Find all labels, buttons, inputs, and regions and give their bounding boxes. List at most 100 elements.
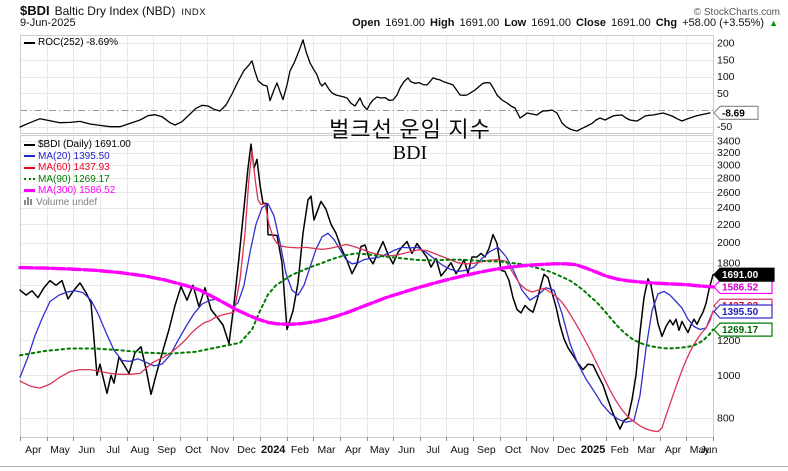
series-line-roc-252- [19,39,711,132]
value-callout-tag [713,279,773,295]
volume-legend-label: Volume undef [36,196,98,208]
y-axis-tick-label: 1200 [717,335,741,347]
exchange-label: INDX [181,7,207,18]
value-callout-tag [713,322,773,337]
x-axis-month-label: Feb [611,444,629,456]
series-line-ma-20- [19,203,714,423]
legend-swatch-icon [24,143,35,146]
y-axis-tick-label: 2600 [717,187,741,199]
legend-swatch-icon [24,166,35,169]
x-axis-month-label: Dec [557,444,576,456]
y-axis-tick-label: 3400 [717,136,741,148]
x-axis-month-label: Aug [131,444,150,456]
pane-border [20,35,714,134]
value-callout-label: 1586.52 [722,282,759,293]
x-axis-month-label: Oct [185,444,201,456]
x-axis-month-label: Mar [317,444,336,456]
x-axis-month-label: Jul [426,444,439,456]
x-axis-month-label: May [50,444,71,456]
legend-label: $BDI (Daily) 1691.00 [38,139,131,151]
x-axis-month-label: May [690,444,711,456]
index-name: Baltic Dry Index (NBD) [54,4,176,18]
annotation-bdi-text: BDI [392,142,428,164]
legend-swatch-icon [24,178,35,181]
legend-label: MA(20) 1395.50 [38,150,110,162]
x-axis-month-label: Apr [25,444,42,456]
y-axis-tick-label: 3000 [717,160,741,172]
symbol-title: $BDI Baltic Dry Index (NBD) INDX [20,2,206,20]
series-line-ma-300- [18,262,715,326]
x-axis-month-label: Apr [345,444,362,456]
legend-label: MA(90) 1269.17 [38,173,110,185]
value-callout-tag [713,304,773,319]
x-axis-month-label: Aug [450,444,469,456]
legend-swatch-icon [24,189,35,193]
x-axis-month-label: Apr [665,444,682,456]
y-axis-tick-label: 50 [717,88,729,100]
x-axis-month-label: Nov [211,444,230,456]
y-axis-tick-label: 2400 [717,202,741,214]
high-value: 1691.00 [459,17,500,29]
legend-item-2: MA(60) 1437.93 [24,162,131,174]
low-label: Low [504,17,527,29]
volume-bars-icon [24,196,33,208]
quote-date: 9-Jun-2025 [20,17,76,29]
value-callout-label: -8.69 [722,108,745,119]
y-axis-tick-label: 2000 [717,237,741,249]
ticker-symbol: $BDI [20,3,50,18]
x-axis-month-label: Sep [477,444,496,456]
value-callout-label: 1269.17 [722,325,759,336]
x-axis-month-label: 2024 [261,444,286,456]
y-axis-tick-label: 1000 [717,370,741,382]
y-axis-tick-label: 200 [717,38,735,50]
close-label: Close [576,17,606,29]
value-callout-tag [713,267,775,282]
ohlc-quote: Open 1691.00 High 1691.00 Low 1691.00 Close… [352,17,778,29]
legend-item-3: MA(90) 1269.17 [24,174,131,186]
open-value: 1691.00 [385,17,426,29]
x-axis-month-label: Feb [291,444,309,456]
legend-swatch-icon [24,155,35,158]
x-axis-month-label: Jul [107,444,120,456]
series-line-ma-60- [19,150,714,433]
y-axis-tick-label: 3200 [717,147,741,159]
x-axis-month-label: Mar [637,444,656,456]
close-value: 1691.00 [610,17,651,29]
value-callout-tag [713,105,759,121]
legend-item-4: MA(300) 1586.52 [24,185,131,197]
bottom-divider [0,466,788,467]
x-axis-month-label: Oct [505,444,521,456]
y-axis-tick-label: 800 [717,413,735,425]
up-arrow-icon: ▲ [769,18,778,28]
x-axis-month-label: Jun [78,444,95,456]
chg-value: +58.00 (+3.55%) [682,17,765,29]
roc-line-swatch [24,41,35,44]
chart-header: $BDI Baltic Dry Index (NBD) INDX © StockCh… [20,2,780,20]
x-axis-month-label: 2025 [581,444,605,456]
x-axis-month-label: May [370,444,391,456]
x-axis-month-label: Jun [701,444,718,456]
volume-legend: Volume undef [24,197,131,209]
x-axis-month-label: Jun [398,444,415,456]
legend-label: MA(300) 1586.52 [38,185,116,197]
price-legend: $BDI (Daily) 1691.00 MA(20) 1395.50 MA(60)… [24,139,131,208]
copyright-watermark: © StockCharts.com [693,7,780,18]
chg-label: Chg [655,17,678,29]
high-label: High [430,17,455,29]
quote-row: 9-Jun-2025 Open 1691.00 High 1691.00 Low 16… [20,17,778,29]
roc-legend-label: ROC(252) -8.69% [38,37,119,49]
annotation-korean-text: 벌크선 운임 지수 [329,117,491,142]
y-axis-tick-label: -50 [717,121,732,133]
roc-legend: ROC(252) -8.69% [24,37,118,49]
y-axis-tick-label: 100 [717,71,735,83]
legend-item-0: $BDI (Daily) 1691.00 [24,139,131,151]
x-axis-month-label: Nov [530,444,549,456]
y-axis-tick-label: 2200 [717,219,741,231]
value-callout-label: 1691.00 [722,270,759,281]
value-callout-label: 1395.50 [722,307,759,318]
y-axis-tick-label: 150 [717,54,735,66]
open-label: Open [352,17,381,29]
legend-label: MA(60) 1437.93 [38,162,110,174]
